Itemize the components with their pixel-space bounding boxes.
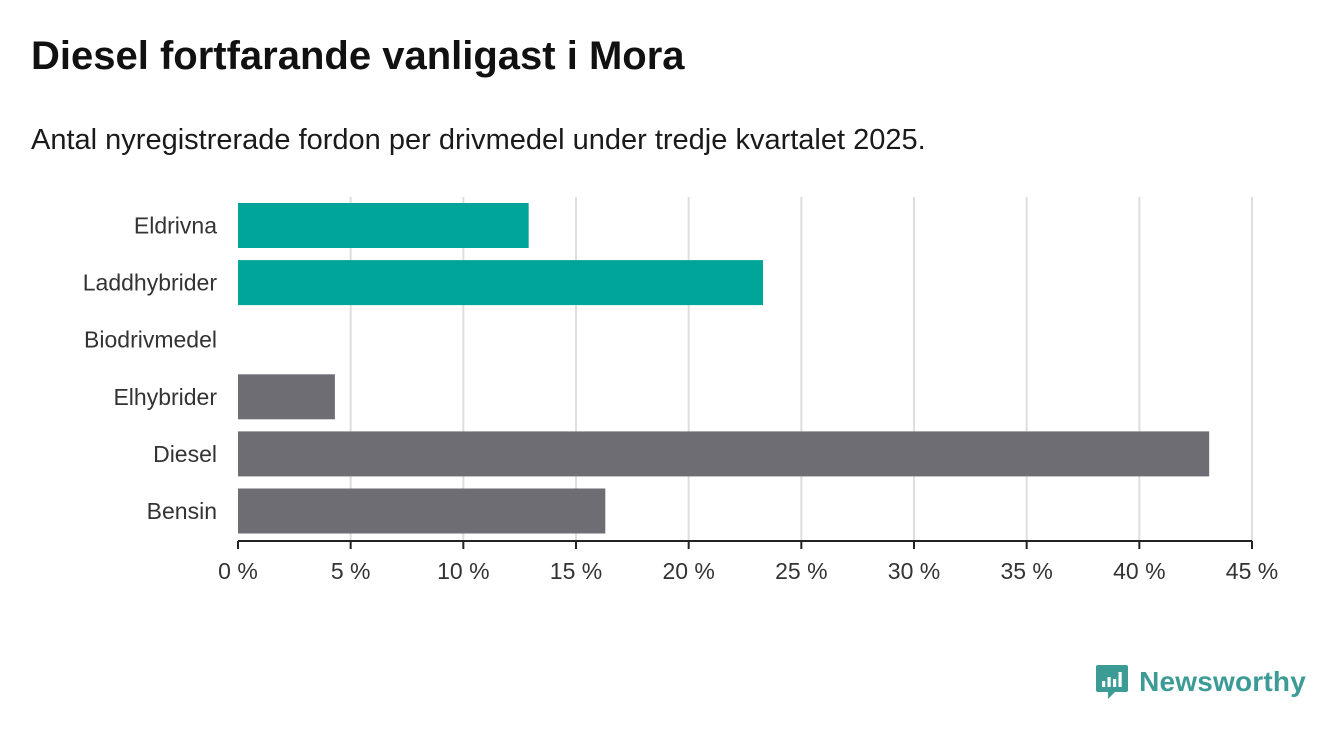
x-tick-label: 30 % [888,558,940,584]
category-label: Eldrivna [134,213,217,239]
category-label: Biodrivmedel [84,327,217,353]
bar-eldrivna [238,203,529,248]
chart-title: Diesel fortfarande vanligast i Mora [31,34,685,78]
bars [238,203,1210,534]
chart-subtitle: Antal nyregistrerade fordon per drivmede… [31,124,926,156]
x-tick-label: 35 % [1000,558,1052,584]
x-tick-label: 15 % [550,558,602,584]
gridlines [349,197,1253,541]
bar-laddhybrider [238,260,764,306]
category-label: Bensin [147,498,217,524]
bar-elhybrider [238,374,335,420]
newsworthy-logo-icon [1096,665,1129,699]
x-tick-label: 0 % [218,558,258,584]
x-tick-label: 40 % [1113,558,1165,584]
category-labels: Eldrivna Laddhybrider Biodrivmedel Elhybrid… [83,213,218,525]
bar-diesel [238,431,1210,477]
category-label: Diesel [153,441,217,467]
x-tick-label: 5 % [331,558,371,584]
x-tick-label: 10 % [437,558,489,584]
category-label: Laddhybrider [83,270,218,296]
category-label: Elhybrider [113,384,217,410]
brand-name: Newsworthy [1139,666,1306,697]
x-tick-label: 45 % [1226,558,1278,584]
bar-bensin [238,488,606,534]
x-tick-label: 25 % [775,558,827,584]
x-axis: 0 % 5 % 10 % 15 % 20 % 25 % 30 % 35 % 40 % 45 % [218,540,1278,584]
brand-logo: Newsworthy [1095,662,1306,702]
x-tick-label: 20 % [662,558,714,584]
